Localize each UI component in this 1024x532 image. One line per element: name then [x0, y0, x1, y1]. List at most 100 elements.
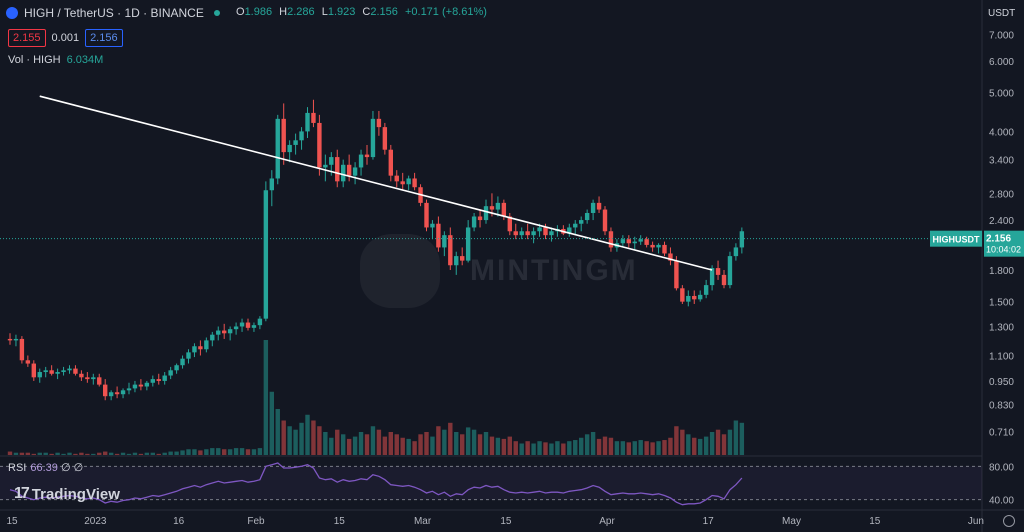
volume-bar: [198, 450, 203, 455]
y-tick-label: 1.800: [989, 266, 1014, 277]
candle: [471, 216, 477, 228]
candle: [132, 384, 138, 389]
volume-bar: [120, 452, 126, 455]
candle: [489, 206, 495, 210]
volume-bar: [626, 442, 631, 455]
candle: [727, 256, 733, 286]
candle: [394, 175, 399, 182]
ohlc-low-key: L: [321, 6, 328, 18]
candle: [245, 322, 251, 328]
volume-legend[interactable]: Vol · HIGH 6.034M: [8, 54, 103, 66]
volume-bar: [543, 442, 548, 455]
candle: [483, 206, 489, 221]
symbol-header[interactable]: HIGH / TetherUS · 1D · BINANCE: [6, 6, 220, 20]
volume-bar: [388, 432, 393, 455]
volume-bar: [216, 448, 221, 455]
rsi-level-label: 80.00: [989, 462, 1014, 473]
settings-icon[interactable]: [1003, 515, 1015, 527]
candle: [293, 140, 298, 145]
volume-bar: [406, 438, 411, 455]
candle: [382, 127, 388, 150]
volume-bar: [370, 426, 376, 455]
x-tick-label: 17: [703, 516, 715, 527]
candle: [400, 181, 405, 185]
volume-bar: [656, 441, 661, 455]
volume-bar: [239, 448, 245, 455]
volume-bar: [108, 452, 114, 455]
x-tick-label: Mar: [414, 516, 432, 527]
symbol-title[interactable]: HIGH / TetherUS · 1D · BINANCE: [24, 6, 204, 20]
volume-bar: [644, 441, 649, 455]
volume-bar: [180, 450, 185, 455]
volume-bar: [299, 422, 304, 455]
last-price-value: 2.156: [986, 234, 1011, 245]
candle: [49, 370, 54, 374]
sell-button[interactable]: 2.155: [8, 29, 46, 47]
x-tick-label: 15: [334, 516, 346, 527]
ohlc-close-key: C: [362, 6, 371, 18]
candle: [519, 231, 524, 236]
candle: [233, 326, 239, 330]
buy-button[interactable]: 2.156: [85, 29, 123, 47]
x-tick-label: May: [782, 516, 801, 527]
volume-bar: [281, 420, 286, 455]
volume-bar: [489, 436, 495, 455]
candle: [549, 231, 554, 236]
volume-bar: [382, 436, 388, 455]
x-tick-label: 2023: [84, 516, 107, 527]
candle: [692, 295, 697, 300]
candle: [61, 370, 66, 373]
tradingview-logo[interactable]: 17 TradingView: [14, 485, 120, 503]
volume-bar: [614, 441, 620, 455]
symbol-price-tag-label: HIGHUSDT: [933, 235, 981, 245]
candle: [721, 274, 727, 286]
volume-bar: [394, 434, 399, 455]
candle: [168, 370, 173, 376]
candle: [43, 370, 48, 373]
volume-bar: [103, 451, 108, 455]
candle: [287, 144, 292, 153]
volume-bar: [400, 437, 405, 455]
volume-bar: [49, 453, 54, 455]
volume-bar: [186, 449, 191, 455]
candle: [186, 352, 191, 359]
volume-bar: [114, 453, 120, 455]
candle: [227, 329, 233, 334]
candle: [543, 227, 548, 236]
candle: [424, 202, 429, 228]
candle: [465, 227, 471, 261]
volume-bar: [67, 452, 72, 455]
y-tick-label: 6.000: [989, 57, 1014, 68]
volume-bar: [192, 449, 197, 455]
volume-bar: [227, 449, 233, 455]
rsi-legend[interactable]: RSI 66.39 ∅ ∅: [8, 461, 83, 474]
ohlc-close-value: 2.156: [370, 6, 398, 18]
volume-bar: [412, 441, 417, 455]
candle: [412, 178, 417, 188]
rsi-line: [9, 462, 743, 506]
x-tick-label: 16: [173, 516, 185, 527]
volume-bar: [7, 451, 13, 455]
currency-selector[interactable]: USDT: [988, 8, 1016, 19]
candle: [305, 112, 310, 132]
volume-bar: [97, 452, 102, 455]
candle: [584, 212, 590, 221]
candle: [180, 358, 185, 366]
volume-bar: [132, 452, 138, 455]
candle: [25, 360, 31, 364]
candle: [680, 288, 685, 302]
volume-bar: [590, 432, 596, 455]
candle: [668, 253, 673, 261]
volume-bar: [37, 452, 42, 455]
candle: [311, 112, 316, 123]
volume-bar: [739, 422, 745, 455]
candle: [31, 363, 36, 378]
volume-bar: [424, 432, 429, 455]
candle: [733, 247, 739, 257]
volume-bar: [573, 440, 578, 455]
volume-bar: [210, 448, 215, 455]
y-tick-label: 1.300: [989, 322, 1014, 333]
x-tick-label: 15: [500, 516, 512, 527]
volume-bar: [721, 434, 727, 455]
